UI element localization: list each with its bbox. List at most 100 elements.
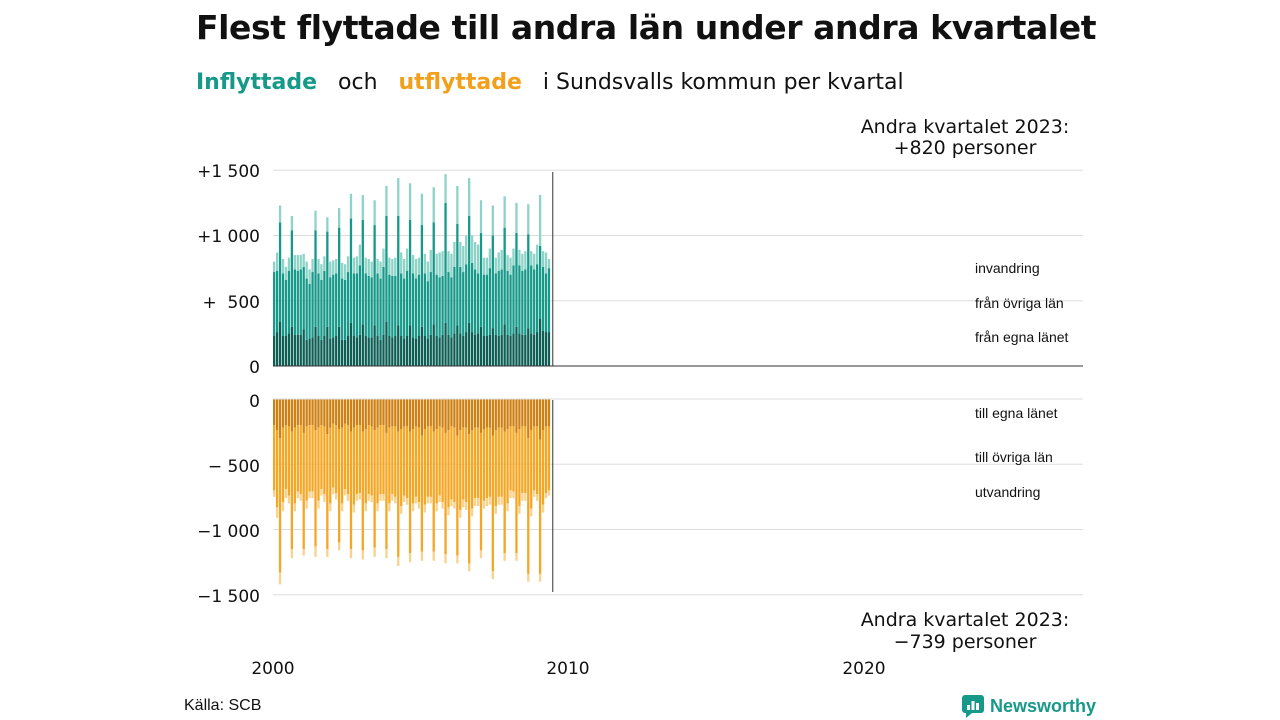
bar-outflow-emigration	[349, 549, 353, 559]
bar-inflow-other-counties	[370, 277, 373, 338]
bar-inflow-other-counties	[385, 215, 388, 322]
bar-inflow-immigration	[340, 262, 344, 279]
bar-inflow-own-county	[450, 337, 453, 366]
bar-inflow-own-county	[414, 338, 418, 366]
bar-outflow-other-counties	[447, 430, 450, 508]
bar-inflow-own-county	[290, 326, 294, 366]
bar-outflow-emigration	[465, 502, 468, 510]
bar-inflow-own-county	[444, 322, 447, 366]
bar-inflow-other-counties	[488, 268, 492, 335]
bar-inflow-immigration	[305, 261, 308, 279]
bar-outflow-other-counties	[426, 426, 429, 497]
bar-inflow-immigration	[497, 252, 500, 271]
bar-inflow-immigration	[459, 242, 462, 267]
bar-inflow-immigration	[405, 248, 409, 271]
bar-inflow-immigration	[547, 258, 551, 269]
bar-outflow-own-county	[349, 399, 353, 432]
bar-inflow-immigration	[544, 252, 548, 274]
bar-outflow-other-counties	[284, 425, 288, 490]
annotation-inflow-line2: +820 personer	[894, 137, 1037, 159]
bar-outflow-other-counties	[278, 438, 282, 573]
bar-inflow-immigration	[521, 253, 524, 271]
bar-outflow-emigration	[352, 504, 356, 513]
bar-outflow-other-counties	[367, 425, 370, 495]
bar-outflow-other-counties	[317, 427, 320, 501]
bar-outflow-emigration	[453, 502, 456, 509]
bar-outflow-own-county	[311, 399, 314, 426]
bar-outflow-emigration	[305, 500, 308, 509]
bar-outflow-own-county	[317, 399, 320, 428]
bar-inflow-immigration	[420, 193, 424, 226]
bar-inflow-other-counties	[403, 278, 406, 339]
bar-inflow-other-counties	[465, 264, 468, 333]
bar-inflow-own-county	[311, 337, 314, 366]
bar-inflow-own-county	[394, 335, 397, 366]
bar-outflow-other-counties	[423, 429, 427, 505]
bar-outflow-emigration	[388, 503, 391, 512]
bar-inflow-other-counties	[367, 275, 370, 338]
bar-inflow-immigration	[320, 264, 323, 280]
outflow-segment-label: till egna länet	[975, 405, 1058, 421]
bar-outflow-emigration	[438, 495, 441, 503]
newsworthy-brand[interactable]: Newsworthy	[961, 694, 1096, 718]
bar-inflow-own-county	[503, 324, 506, 366]
bar-outflow-own-county	[338, 399, 341, 430]
bar-outflow-emigration	[485, 498, 489, 507]
bar-outflow-own-county	[423, 399, 427, 430]
y-tick-label: −1 500	[197, 587, 260, 607]
bar-outflow-emigration	[382, 494, 385, 501]
bar-inflow-own-county	[459, 333, 462, 366]
bar-outflow-own-county	[417, 399, 421, 428]
inflow-segment-label: från egna länet	[975, 329, 1069, 345]
bar-inflow-other-counties	[535, 264, 539, 333]
bar-inflow-immigration	[468, 178, 471, 216]
bar-outflow-other-counties	[512, 426, 515, 492]
inflow-segment-label: från övriga län	[975, 295, 1064, 311]
bar-inflow-immigration	[391, 258, 394, 276]
bar-inflow-own-county	[465, 332, 468, 366]
bar-inflow-own-county	[382, 334, 385, 366]
bar-inflow-other-counties	[527, 234, 530, 329]
bar-outflow-own-county	[544, 399, 548, 427]
bar-inflow-other-counties	[317, 273, 320, 336]
bar-outflow-other-counties	[403, 426, 406, 496]
bar-outflow-other-counties	[524, 426, 527, 493]
bar-inflow-other-counties	[438, 277, 441, 338]
bar-outflow-emigration	[544, 492, 548, 499]
bar-inflow-own-county	[326, 326, 329, 366]
bar-inflow-immigration	[287, 257, 291, 271]
bar-inflow-own-county	[346, 335, 350, 366]
bar-outflow-other-counties	[273, 425, 276, 491]
bar-outflow-emigration	[391, 494, 394, 501]
bar-outflow-own-county	[456, 399, 459, 436]
bar-inflow-other-counties	[343, 279, 347, 340]
bar-inflow-own-county	[420, 326, 424, 366]
bar-inflow-other-counties	[296, 270, 299, 335]
bar-outflow-other-counties	[355, 425, 359, 495]
bar-inflow-immigration	[335, 258, 338, 274]
bar-outflow-emigration	[435, 503, 438, 512]
bar-inflow-other-counties	[355, 273, 359, 338]
bar-outflow-other-counties	[299, 425, 302, 495]
y-tick-label: 0	[249, 392, 260, 412]
bar-inflow-own-county	[512, 333, 515, 366]
bar-inflow-other-counties	[533, 269, 536, 335]
source-note: Källa: SCB	[184, 697, 262, 714]
bar-inflow-own-county	[473, 334, 477, 366]
bar-inflow-own-county	[527, 328, 530, 366]
bar-inflow-other-counties	[361, 219, 364, 325]
bar-inflow-own-county	[391, 337, 394, 366]
bar-inflow-own-county	[468, 322, 471, 366]
bar-inflow-own-county	[538, 319, 542, 366]
bar-outflow-other-counties	[382, 425, 385, 495]
bar-outflow-emigration	[518, 506, 521, 514]
bar-inflow-immigration	[388, 257, 391, 275]
bar-inflow-other-counties	[358, 265, 361, 335]
bar-outflow-emigration	[476, 498, 480, 507]
bar-outflow-other-counties	[521, 426, 524, 493]
bar-outflow-emigration	[296, 491, 299, 499]
bar-inflow-other-counties	[287, 270, 291, 334]
bar-outflow-emigration	[503, 552, 506, 561]
bar-outflow-emigration	[538, 573, 542, 582]
bar-outflow-other-counties	[497, 427, 500, 497]
